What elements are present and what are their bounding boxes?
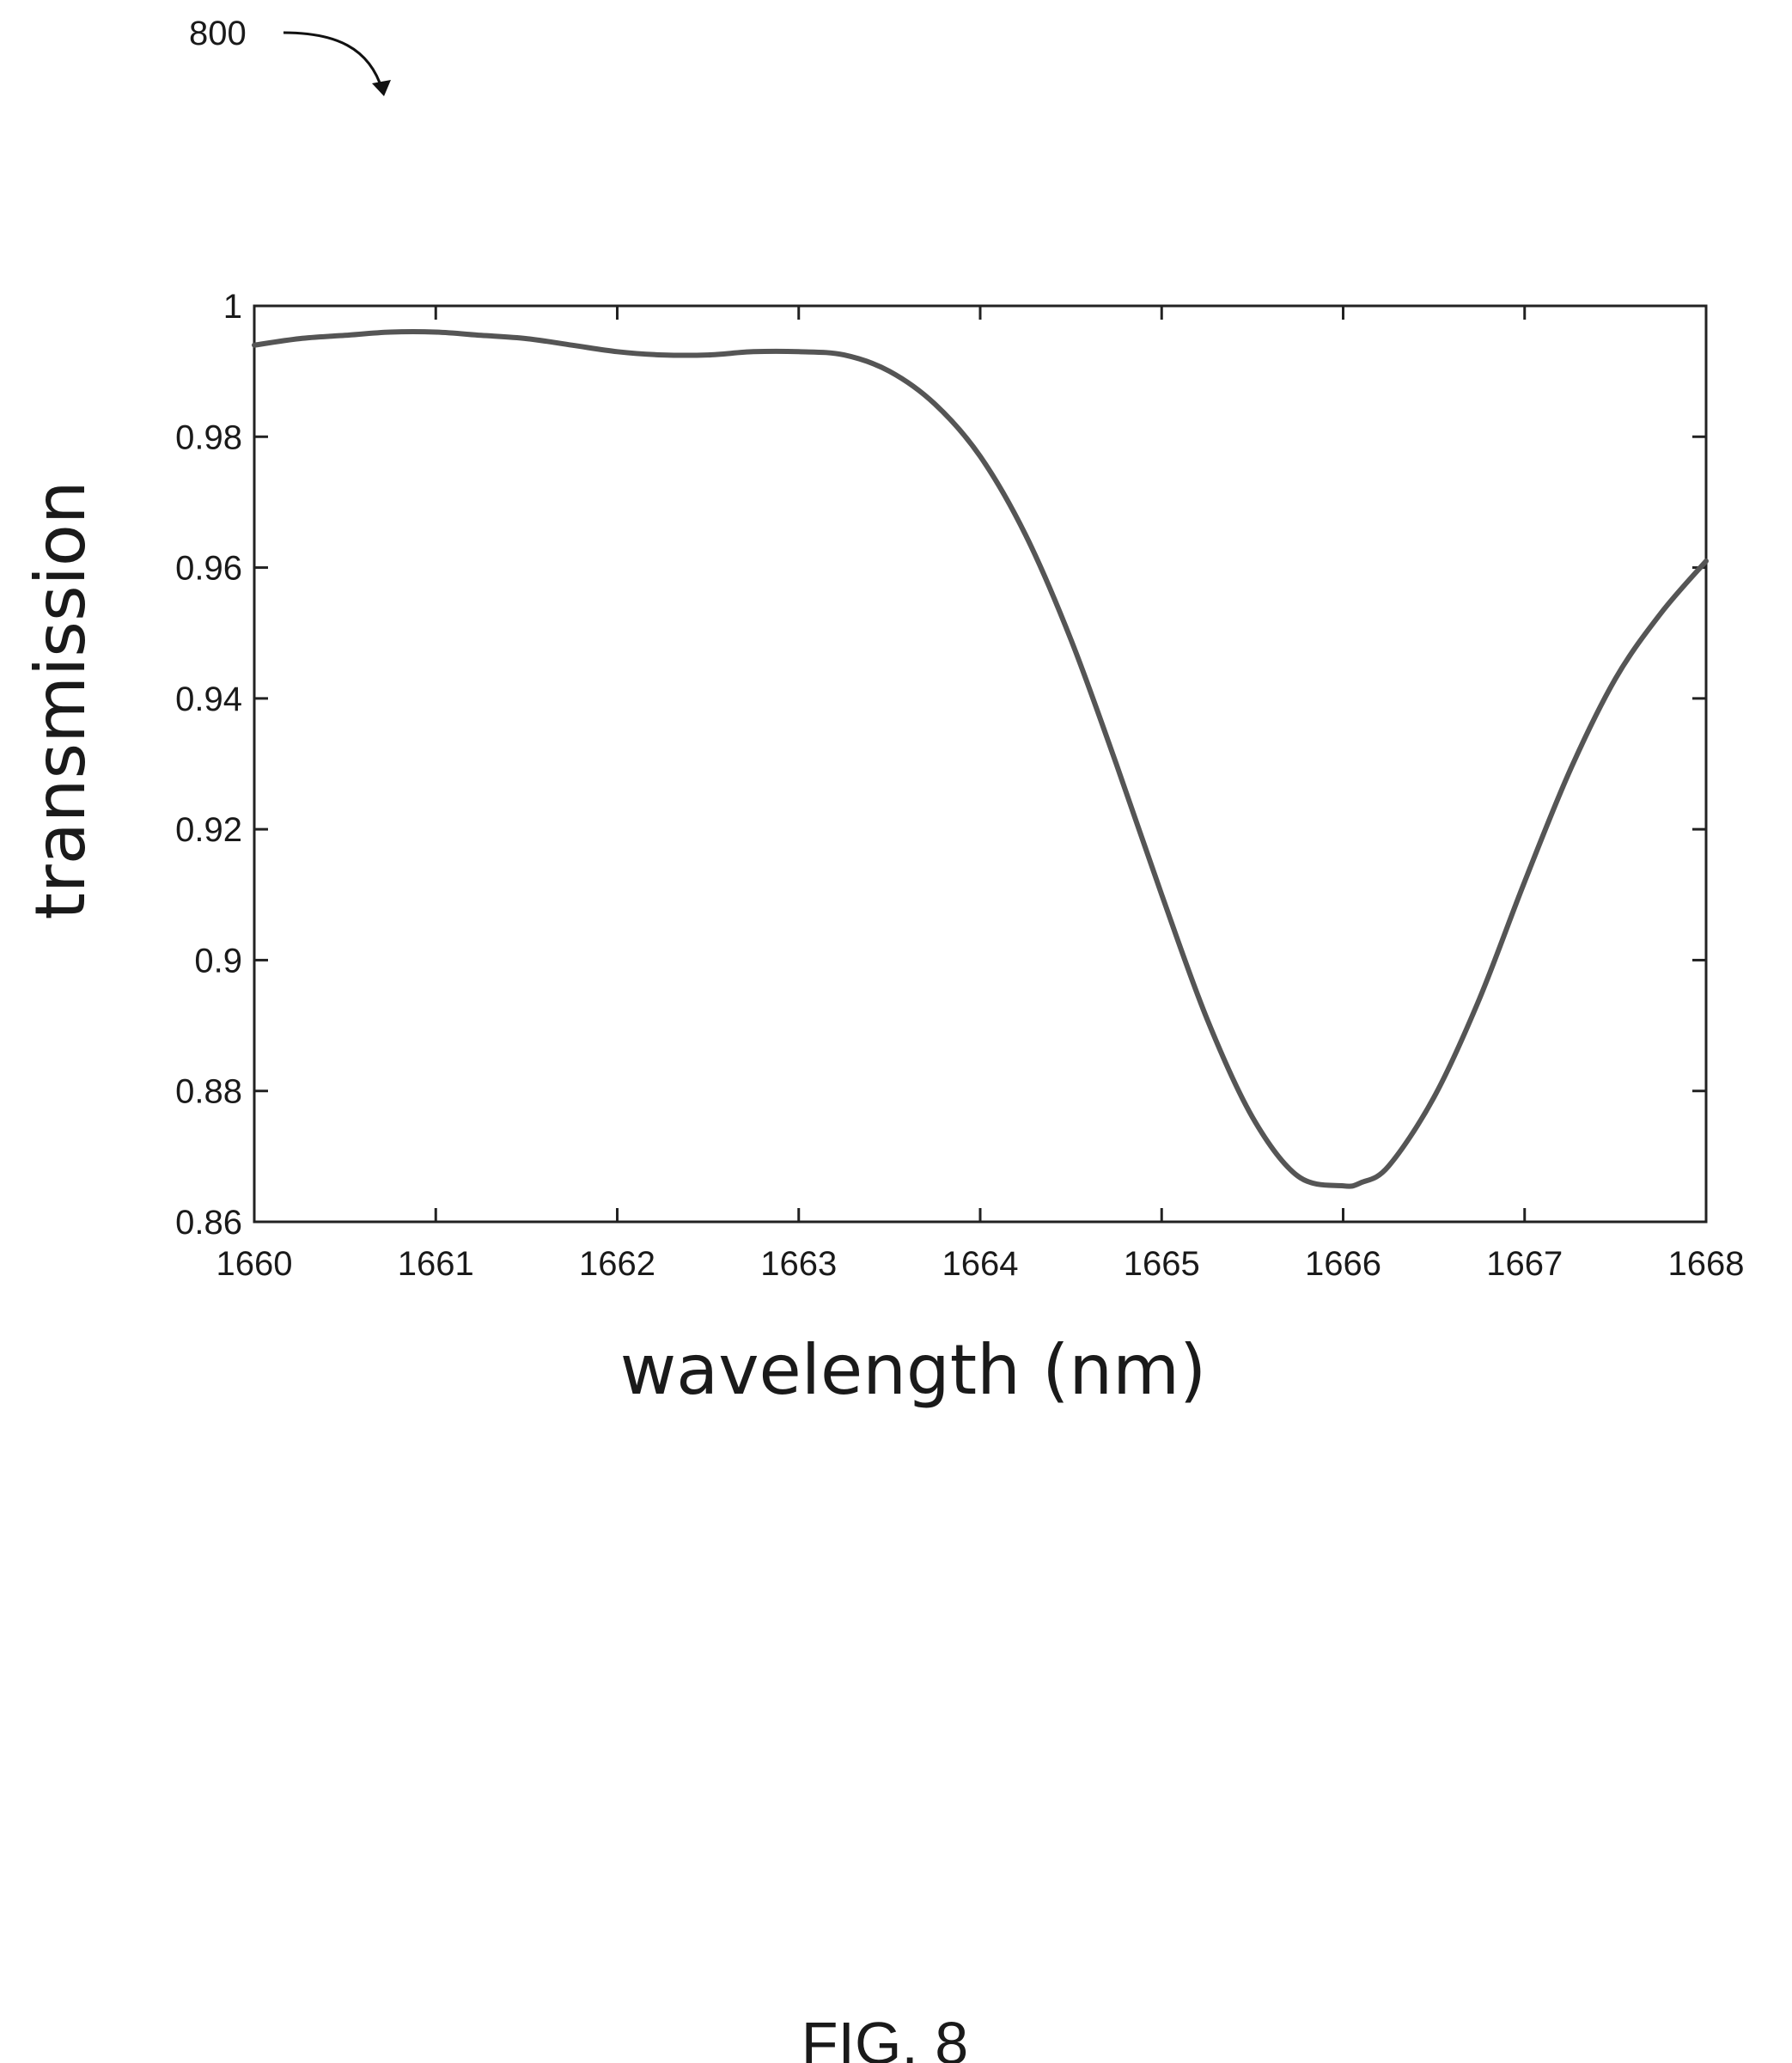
y-tick-label: 0.9 — [194, 942, 242, 980]
y-tick-label: 0.86 — [175, 1204, 242, 1242]
x-tick-label: 1661 — [398, 1245, 474, 1283]
y-tick-label: 1 — [223, 288, 242, 326]
x-tick-label: 1664 — [942, 1245, 1019, 1283]
y-axis-ticks — [254, 304, 1706, 1224]
y-tick-label: 0.96 — [175, 550, 242, 588]
reference-arrowhead-icon — [372, 80, 391, 96]
y-tick-label: 0.88 — [175, 1073, 242, 1111]
y-tick-label: 0.98 — [175, 418, 242, 456]
x-axis-ticks — [253, 306, 1708, 1222]
x-axis-tick-labels: 1660 1661 1662 1663 1664 1665 1666 1667 1668 — [216, 1245, 1745, 1283]
x-tick-label: 1667 — [1486, 1245, 1563, 1283]
y-axis-tick-labels: 0.86 0.88 0.9 0.92 0.94 0.96 0.98 1 — [175, 288, 242, 1242]
transmission-curve — [252, 328, 1709, 1189]
y-tick-label: 0.92 — [175, 811, 242, 849]
reference-arrow — [283, 31, 384, 91]
x-tick-label: 1666 — [1305, 1245, 1381, 1283]
x-tick-label: 1668 — [1668, 1245, 1745, 1283]
plot-frame — [253, 304, 1708, 1224]
x-tick-label: 1662 — [579, 1245, 655, 1283]
x-tick-label: 1665 — [1124, 1245, 1200, 1283]
x-tick-label: 1663 — [760, 1245, 837, 1283]
y-tick-label: 0.94 — [175, 681, 242, 718]
x-tick-label: 1660 — [216, 1245, 293, 1283]
figure-caption: FIG. 8 — [802, 2010, 968, 2063]
y-axis-title: transmission — [21, 480, 101, 919]
reference-numeral: 800 — [189, 15, 247, 52]
x-axis-title: wavelength (nm) — [620, 1330, 1207, 1410]
